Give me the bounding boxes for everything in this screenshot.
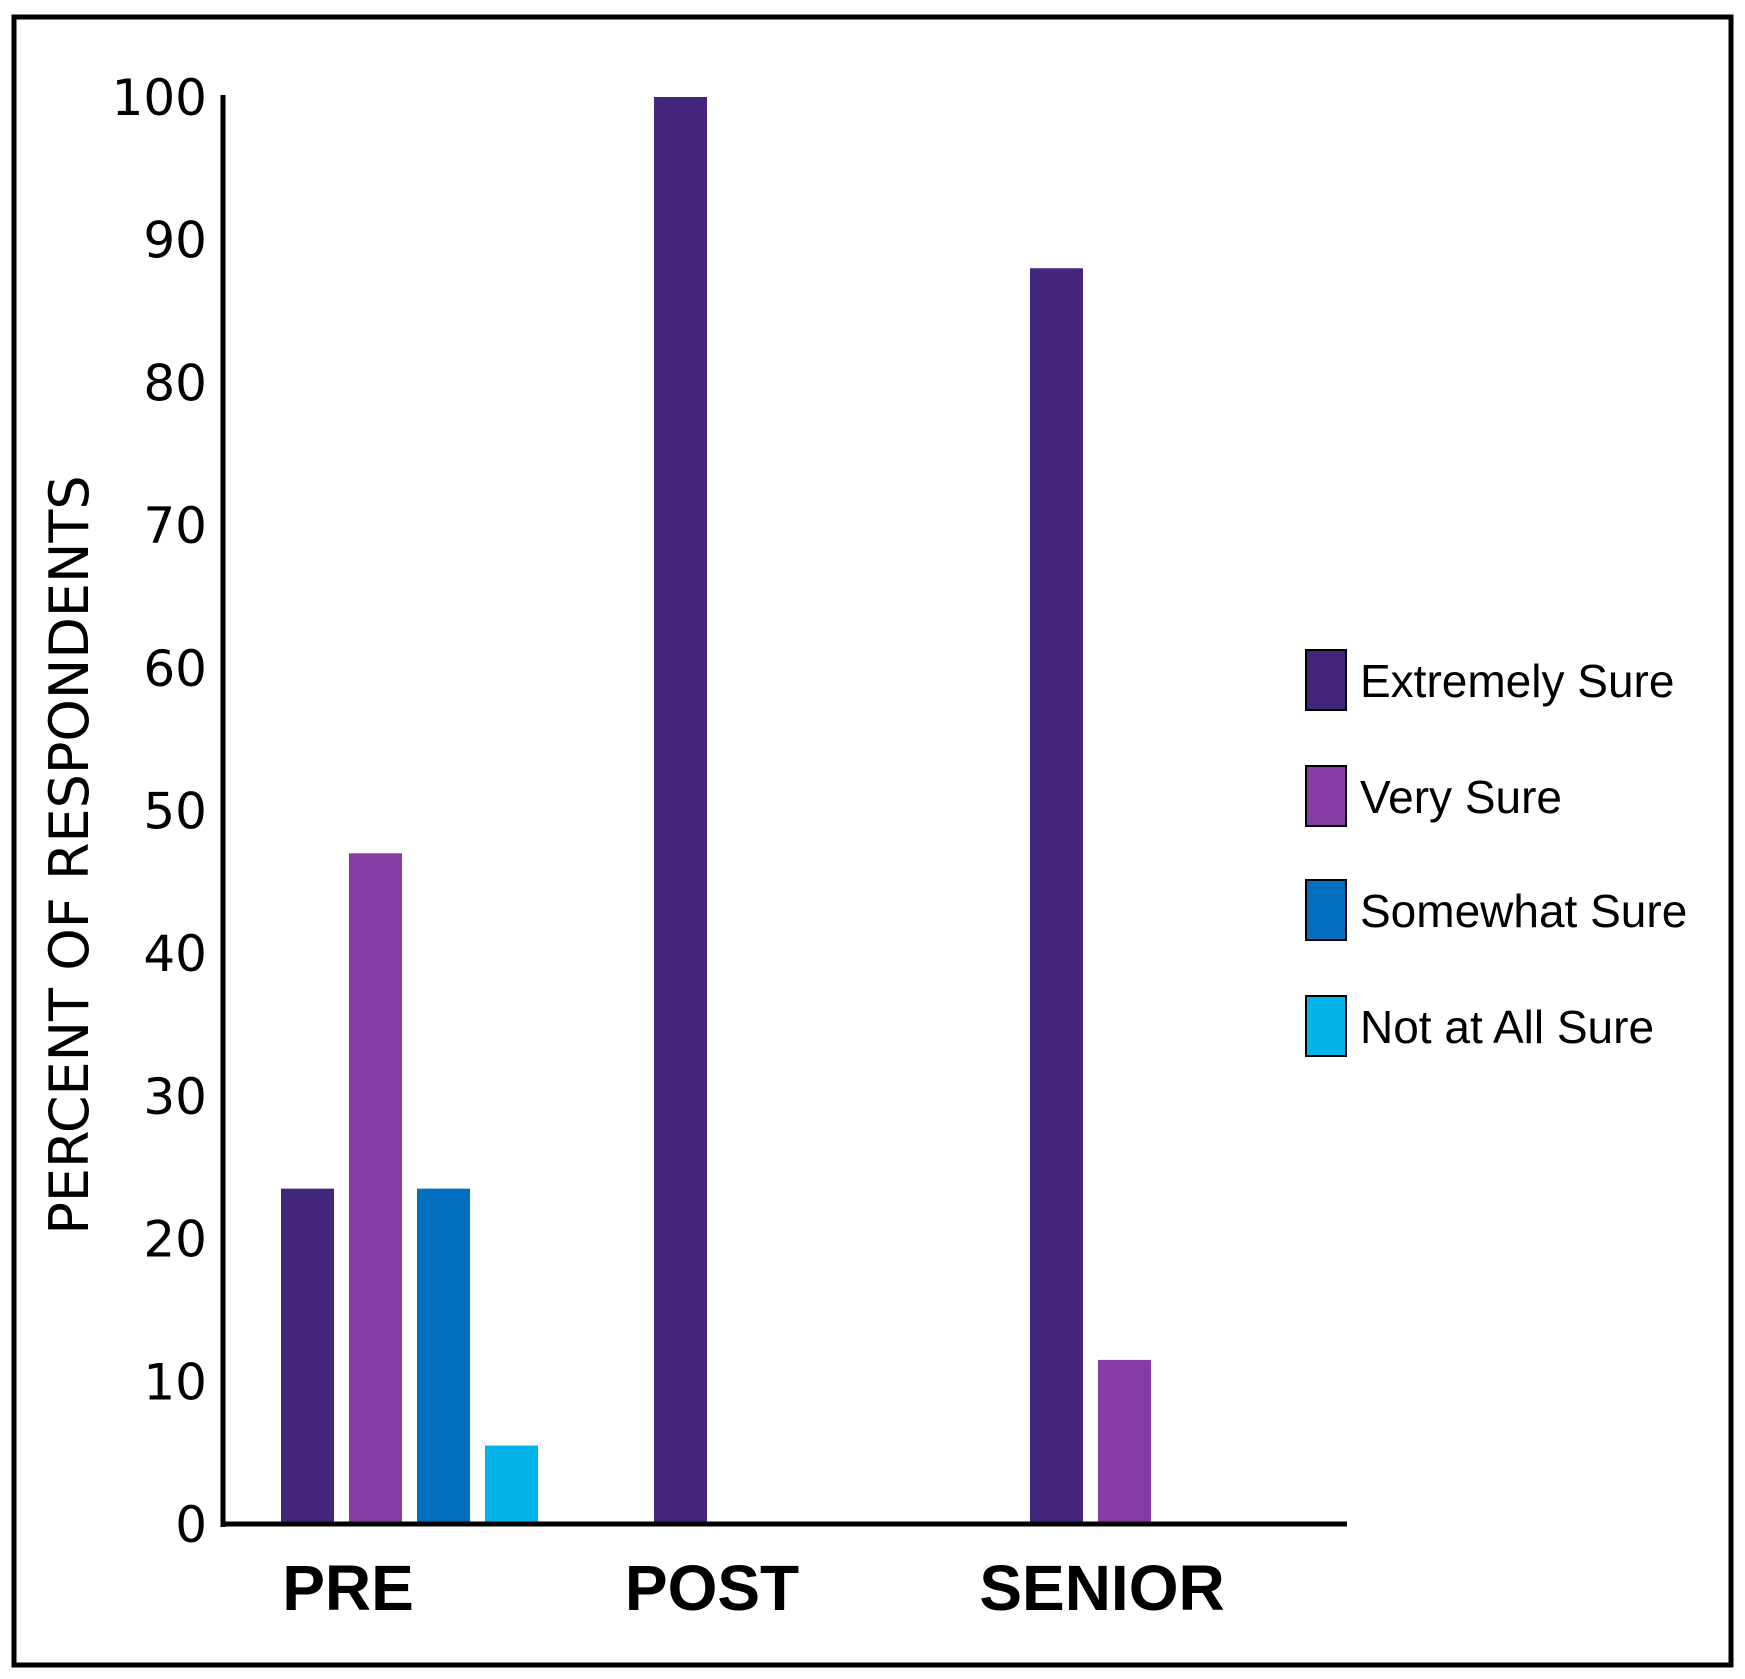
y-tick-label: 100 [112,69,207,127]
y-axis-title: PERCENT OF RESPONDENTS [38,475,101,1234]
legend-swatch [1305,995,1347,1057]
bar-pre-somewhat-sure [417,1188,470,1524]
y-tick-label: 50 [143,783,207,841]
bar-post-extremely-sure [654,97,707,1524]
chart-frame [11,14,1734,1668]
legend-swatch [1305,649,1347,711]
legend-label: Somewhat Sure [1360,885,1687,937]
legend-label: Very Sure [1360,771,1562,823]
x-category-label: PRE [282,1552,414,1624]
y-axis-ticks: 0 10 20 30 40 50 60 70 80 90 100 [112,69,207,1554]
legend-swatch [1305,765,1347,827]
y-tick-label: 80 [143,354,207,412]
legend-swatch [1305,879,1347,941]
y-tick-label: 30 [143,1068,207,1126]
legend-label: Extremely Sure [1360,655,1674,707]
x-axis-labels: PRE POST SENIOR [282,1552,1224,1624]
bar-pre-extremely-sure [281,1188,334,1524]
y-tick-label: 20 [143,1211,207,1269]
y-tick-label: 10 [143,1353,207,1411]
x-category-label: SENIOR [979,1552,1224,1624]
legend: Extremely Sure Very Sure Somewhat Sure Not … [1305,649,1687,1057]
y-tick-label: 90 [143,212,207,270]
legend-label: Not at All Sure [1360,1001,1654,1053]
bar-pre-not-at-all-sure [485,1445,538,1524]
y-tick-label: 0 [175,1496,207,1554]
bar-senior-very-sure [1098,1359,1151,1524]
bar-senior-extremely-sure [1030,268,1083,1524]
bars [281,97,1151,1524]
y-tick-label: 40 [143,925,207,983]
y-tick-label: 60 [143,640,207,698]
y-tick-label: 70 [143,497,207,555]
bar-pre-very-sure [349,853,402,1524]
x-category-label: POST [625,1552,799,1624]
